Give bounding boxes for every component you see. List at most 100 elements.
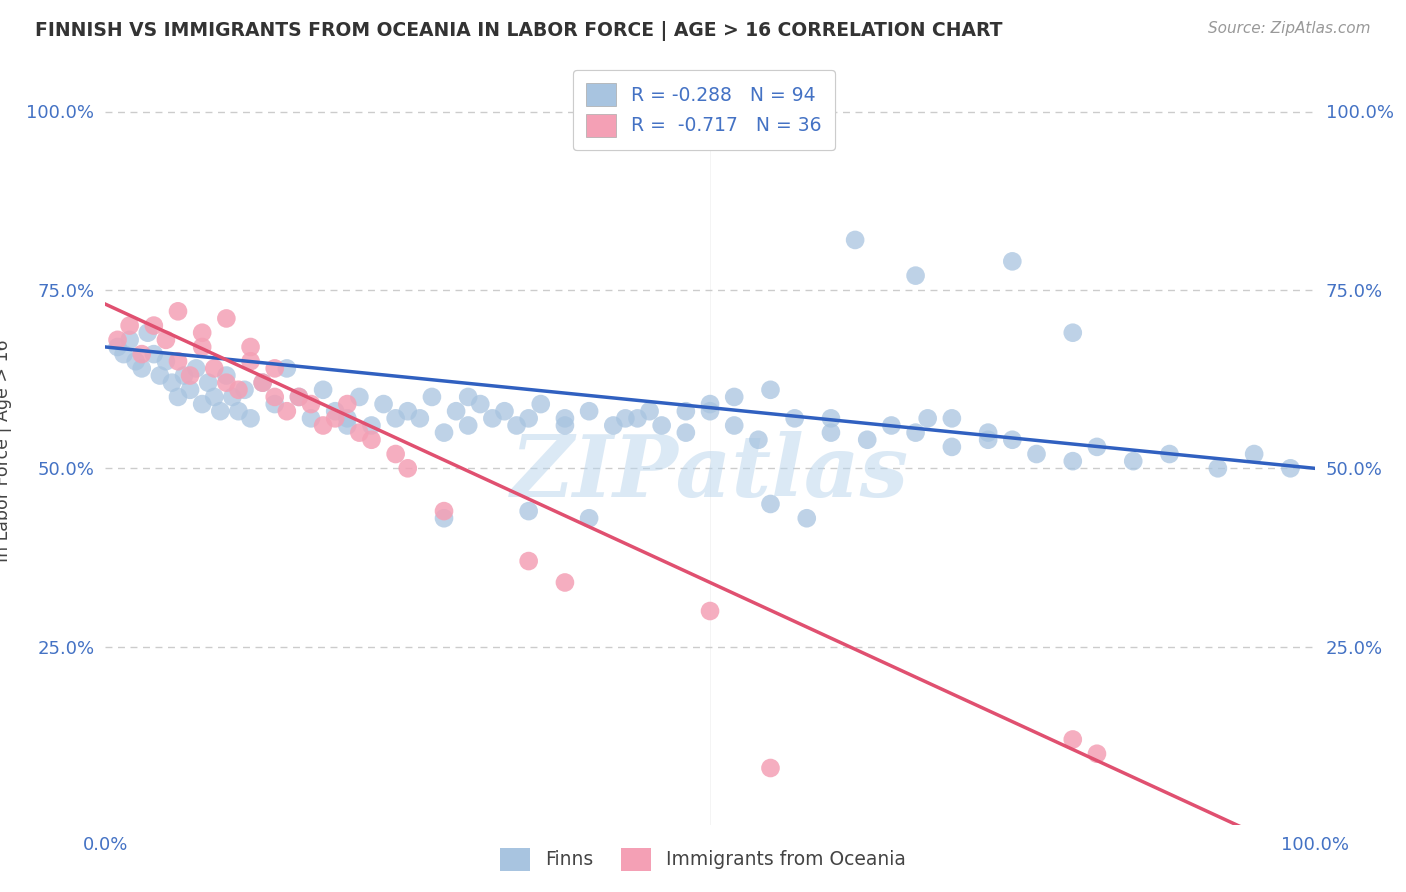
Point <box>457 418 479 433</box>
Point <box>107 333 129 347</box>
Point <box>360 418 382 433</box>
Point <box>517 504 540 518</box>
Point <box>433 511 456 525</box>
Point <box>263 397 285 411</box>
Point <box>1085 747 1108 761</box>
Point <box>820 425 842 440</box>
Point <box>336 411 359 425</box>
Point <box>638 404 661 418</box>
Point <box>221 390 243 404</box>
Point <box>191 326 214 340</box>
Point <box>233 383 256 397</box>
Point <box>1085 440 1108 454</box>
Point <box>759 383 782 397</box>
Point <box>409 411 432 425</box>
Point <box>179 383 201 397</box>
Point <box>554 411 576 425</box>
Point <box>820 411 842 425</box>
Point <box>228 404 250 418</box>
Point <box>107 340 129 354</box>
Point <box>699 604 721 618</box>
Point <box>155 333 177 347</box>
Text: ZIPatlas: ZIPatlas <box>510 431 910 515</box>
Point <box>197 376 219 390</box>
Point <box>384 411 406 425</box>
Point <box>239 411 262 425</box>
Point <box>481 411 503 425</box>
Point <box>173 368 195 383</box>
Point <box>179 368 201 383</box>
Point <box>759 497 782 511</box>
Point <box>1001 433 1024 447</box>
Point <box>457 390 479 404</box>
Point <box>215 376 238 390</box>
Point <box>167 304 190 318</box>
Point <box>1206 461 1229 475</box>
Point <box>288 390 311 404</box>
Point <box>155 354 177 368</box>
Point <box>252 376 274 390</box>
Point <box>396 461 419 475</box>
Point <box>209 404 232 418</box>
Y-axis label: In Labor Force | Age > 16: In Labor Force | Age > 16 <box>0 339 13 562</box>
Point <box>312 418 335 433</box>
Point <box>844 233 866 247</box>
Point <box>336 397 359 411</box>
Point <box>263 390 285 404</box>
Point <box>505 418 527 433</box>
Point <box>880 418 903 433</box>
Point <box>142 318 165 333</box>
Point <box>276 361 298 376</box>
Point <box>941 411 963 425</box>
Point <box>1062 732 1084 747</box>
Point <box>977 425 1000 440</box>
Point <box>360 433 382 447</box>
Point <box>699 404 721 418</box>
Point <box>759 761 782 775</box>
Point <box>651 418 673 433</box>
Point <box>433 504 456 518</box>
Point <box>554 418 576 433</box>
Point <box>349 390 371 404</box>
Point <box>614 411 637 425</box>
Point <box>263 361 285 376</box>
Point <box>323 404 346 418</box>
Point <box>747 433 769 447</box>
Point <box>323 411 346 425</box>
Point <box>1062 454 1084 468</box>
Point <box>444 404 467 418</box>
Point <box>941 440 963 454</box>
Point <box>470 397 492 411</box>
Point <box>215 311 238 326</box>
Point <box>856 433 879 447</box>
Point <box>215 368 238 383</box>
Legend: Finns, Immigrants from Oceania: Finns, Immigrants from Oceania <box>492 840 914 878</box>
Point <box>917 411 939 425</box>
Point <box>675 425 697 440</box>
Point <box>494 404 516 418</box>
Point <box>239 340 262 354</box>
Point <box>191 340 214 354</box>
Point <box>1122 454 1144 468</box>
Point <box>131 361 153 376</box>
Point <box>186 361 208 376</box>
Point <box>112 347 135 361</box>
Point <box>530 397 553 411</box>
Point <box>783 411 806 425</box>
Point <box>252 376 274 390</box>
Point <box>1279 461 1302 475</box>
Point <box>796 511 818 525</box>
Point <box>384 447 406 461</box>
Point <box>149 368 172 383</box>
Text: FINNISH VS IMMIGRANTS FROM OCEANIA IN LABOR FORCE | AGE > 16 CORRELATION CHART: FINNISH VS IMMIGRANTS FROM OCEANIA IN LA… <box>35 21 1002 40</box>
Point <box>517 554 540 568</box>
Point <box>336 418 359 433</box>
Point <box>699 397 721 411</box>
Point <box>131 347 153 361</box>
Point <box>626 411 648 425</box>
Point <box>136 326 159 340</box>
Point <box>1062 326 1084 340</box>
Point <box>124 354 148 368</box>
Point <box>1025 447 1047 461</box>
Point <box>288 390 311 404</box>
